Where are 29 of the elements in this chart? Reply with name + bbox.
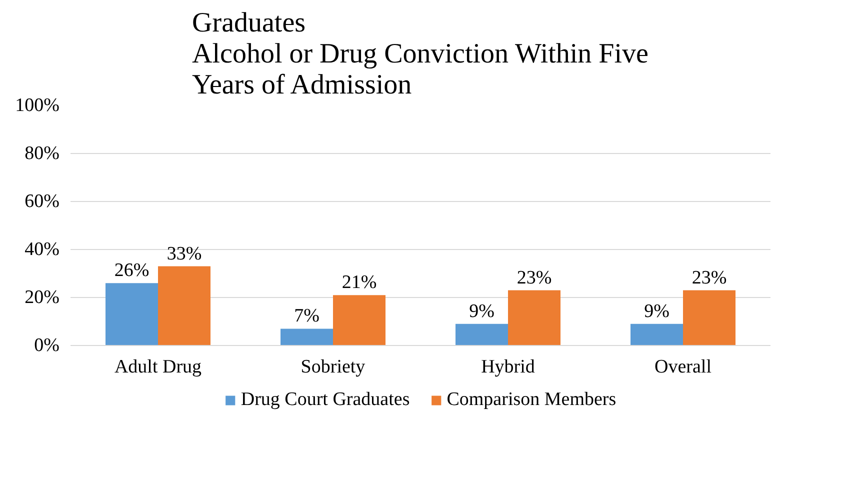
x-tick-label: Hybrid <box>481 356 536 378</box>
bar <box>683 290 736 346</box>
y-tick-label: 40% <box>24 239 60 260</box>
y-tick-label: 80% <box>24 143 60 164</box>
x-tick-label: Overall <box>654 356 712 378</box>
data-label: 23% <box>692 267 727 288</box>
data-label: 33% <box>166 243 202 264</box>
y-tick-label: 60% <box>24 191 60 212</box>
bar <box>508 290 560 346</box>
x-tick-label: Sobriety <box>300 356 366 378</box>
legend-label: Drug Court Graduates <box>240 389 410 411</box>
data-label: 9% <box>644 300 670 322</box>
data-label: 21% <box>342 272 377 294</box>
x-tick-label: Adult Drug <box>114 356 202 378</box>
data-label: 23% <box>516 267 552 288</box>
y-tick-label: 20% <box>24 287 60 308</box>
y-tick-label: 0% <box>34 335 60 356</box>
data-label: 9% <box>469 300 495 322</box>
data-label: 26% <box>114 260 150 282</box>
bar <box>158 266 210 346</box>
chart-title: Graduates Alcohol or Drug Conviction Within Five Years of Admission <box>192 8 648 100</box>
bar <box>630 324 683 346</box>
bar <box>456 324 508 346</box>
legend-label: Comparison Members <box>446 389 616 411</box>
y-tick-label: 100% <box>15 95 60 116</box>
data-label: 7% <box>294 306 320 327</box>
bar <box>106 283 158 346</box>
bar <box>280 328 333 346</box>
bar <box>333 295 386 346</box>
